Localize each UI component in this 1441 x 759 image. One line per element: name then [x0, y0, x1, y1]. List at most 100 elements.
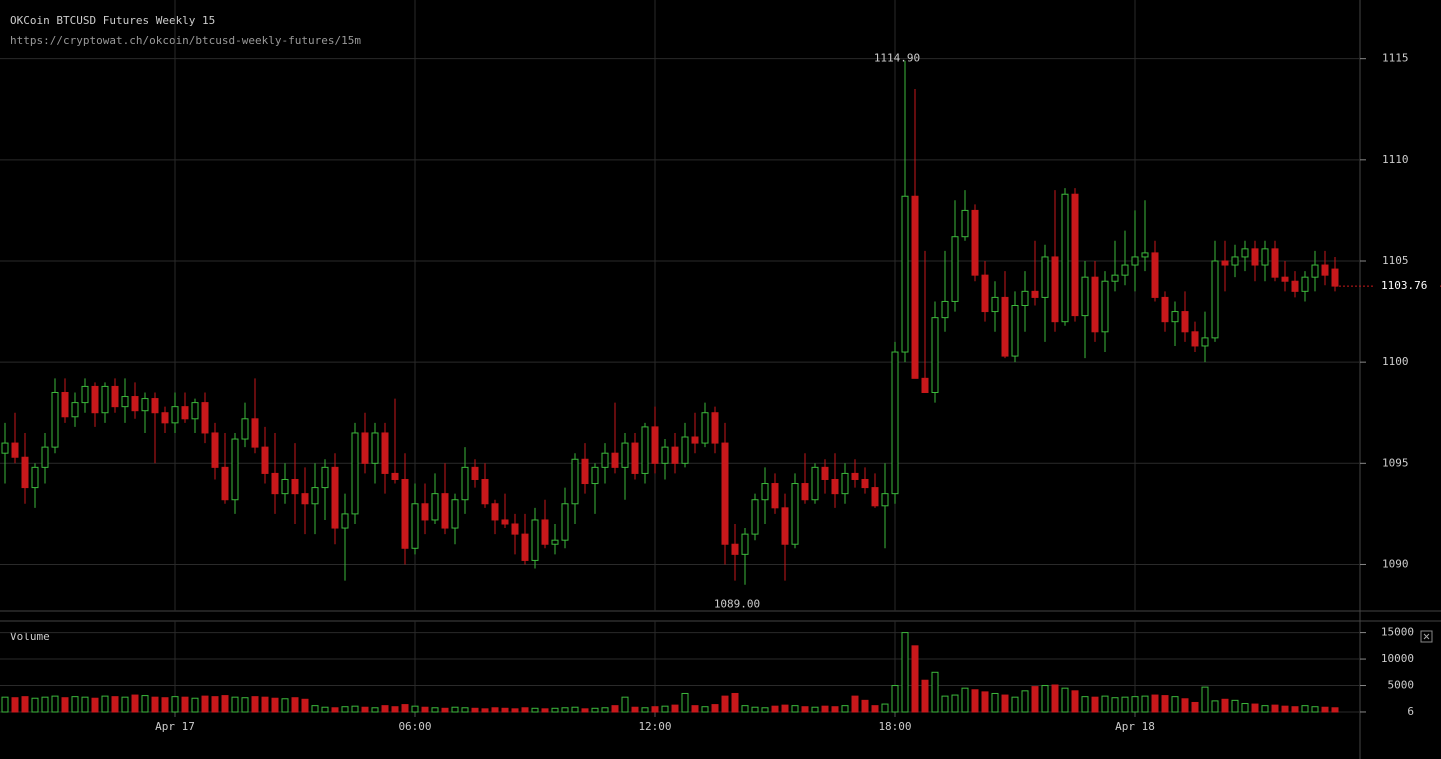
last-price-box [1374, 278, 1440, 295]
candle-body [1001, 296, 1009, 357]
candle-body [951, 236, 959, 302]
volume-bar [411, 705, 419, 713]
candle-body [421, 503, 429, 521]
candle-body [691, 436, 699, 444]
candle-body [351, 432, 359, 515]
candle-body [471, 466, 479, 480]
candle-body [811, 466, 819, 501]
volume-bar [691, 705, 699, 713]
volume-bar [1161, 695, 1169, 713]
candle-body [821, 466, 829, 480]
candle-body [211, 432, 219, 468]
volume-bar [881, 703, 889, 713]
volume-bar [821, 705, 829, 713]
candle-body [251, 418, 259, 448]
volume-bar [381, 705, 389, 713]
candle-body [1011, 305, 1019, 357]
candle-body [1021, 290, 1029, 306]
volume-bar [221, 695, 229, 713]
volume-bar [1021, 690, 1029, 713]
volume-bar [941, 695, 949, 713]
volume-bar [1, 696, 9, 713]
candle-body [51, 391, 59, 448]
candle-body [901, 195, 909, 353]
candle-body [481, 478, 489, 505]
candle-body [931, 317, 939, 393]
candle-body [1261, 248, 1269, 266]
volume-bar [961, 687, 969, 713]
volume-bar [1051, 684, 1059, 713]
volume-bar [1131, 696, 1139, 713]
volume-bar [1331, 707, 1339, 713]
volume-bar [951, 694, 959, 713]
volume-bar [711, 704, 719, 713]
candle-body [611, 452, 619, 468]
candle-body [381, 432, 389, 474]
candle-body [501, 519, 509, 525]
volume-bar [1251, 703, 1259, 713]
candle-body [561, 503, 569, 541]
y-tick-label: 1095 [1382, 456, 1409, 469]
volume-bar [151, 696, 159, 713]
volume-bar [1081, 696, 1089, 713]
candle-body [331, 466, 339, 529]
candle-body [601, 452, 609, 468]
volume-bar [1261, 705, 1269, 713]
chart-title: OKCoin BTCUSD Futures Weekly 15 [10, 14, 215, 27]
candle-body [621, 442, 629, 468]
volume-bar [321, 706, 329, 713]
x-tick-label: Apr 17 [155, 720, 195, 733]
candle-body [681, 436, 689, 464]
volume-bar [781, 704, 789, 713]
volume-bar [421, 706, 429, 713]
annotation: 1089.00 [714, 598, 760, 611]
volume-bar [61, 697, 69, 713]
candle-body [1241, 248, 1249, 258]
candle-body [581, 458, 589, 485]
volume-bar [331, 707, 339, 713]
candle-body [91, 385, 99, 414]
volume-bar [921, 679, 929, 713]
candle-body [1041, 256, 1049, 298]
candle-body [531, 519, 539, 561]
volume-bar [1071, 690, 1079, 713]
volume-bar [21, 696, 29, 713]
candle-body [441, 493, 449, 529]
volume-bar [1101, 695, 1109, 713]
volume-bar [1191, 701, 1199, 713]
candle-body [991, 296, 999, 313]
volume-bar [121, 696, 129, 713]
close-button[interactable] [1420, 630, 1433, 643]
candle-body [391, 472, 399, 480]
y-tick-label: 1100 [1382, 355, 1409, 368]
volume-bar [271, 697, 279, 713]
y-tick-label: 1115 [1382, 52, 1409, 65]
candle-body [1, 442, 9, 454]
candle-body [701, 412, 709, 444]
candle-body [61, 391, 69, 418]
candle-body [151, 398, 159, 414]
candle-body [671, 446, 679, 464]
candle-body [1081, 276, 1089, 317]
volume-bar [31, 697, 39, 713]
candle-body [881, 493, 889, 507]
last-price-label: 1103.76 [1381, 279, 1427, 292]
volume-bar [1151, 694, 1159, 713]
candle-body [661, 446, 669, 464]
candle-body [261, 446, 269, 474]
volume-bar [1121, 696, 1129, 713]
volume-bar [1321, 706, 1329, 713]
candle-body [341, 513, 349, 529]
candle-body [651, 426, 659, 464]
volume-bar [831, 706, 839, 713]
candle-body [1121, 264, 1129, 276]
volume-bar [871, 705, 879, 713]
candle-body [11, 442, 19, 458]
volume-bar [571, 706, 579, 713]
candle-body [321, 466, 329, 489]
volume-bar [1201, 686, 1209, 713]
volume-bar [721, 695, 729, 713]
candle-body [1131, 256, 1139, 266]
candle-body [71, 402, 79, 418]
